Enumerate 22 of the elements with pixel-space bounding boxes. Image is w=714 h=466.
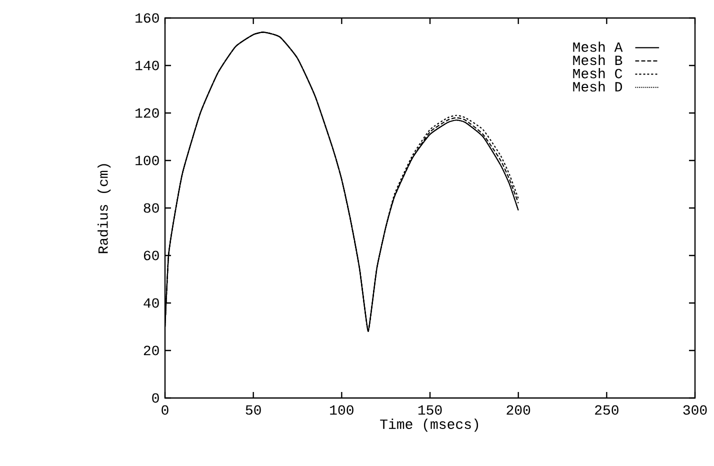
x-tick-label: 250 bbox=[595, 405, 618, 415]
legend-label: Mesh D bbox=[573, 81, 622, 92]
y-axis-title: Radius (cm) bbox=[98, 164, 111, 254]
x-tick-label: 50 bbox=[246, 405, 261, 415]
legend-label: Mesh A bbox=[573, 42, 623, 52]
y-tick-label: 80 bbox=[144, 203, 159, 213]
y-tick-label: 40 bbox=[144, 298, 159, 308]
y-tick-label: 0 bbox=[152, 393, 159, 403]
y-tick-label: 60 bbox=[144, 250, 159, 260]
y-tick-label: 100 bbox=[136, 156, 159, 166]
x-tick-label: 150 bbox=[418, 405, 442, 415]
legend-label: Mesh C bbox=[573, 68, 622, 78]
y-tick-label: 160 bbox=[136, 13, 159, 23]
x-axis-title: Time (msecs) bbox=[380, 418, 478, 432]
y-tick-label: 20 bbox=[144, 346, 159, 356]
x-tick-label: 0 bbox=[162, 405, 168, 415]
x-tick-label: 200 bbox=[506, 405, 530, 415]
legend-label: Mesh B bbox=[573, 54, 622, 66]
y-tick-label: 140 bbox=[136, 60, 159, 70]
y-tick-label: 120 bbox=[136, 108, 159, 118]
x-tick-label: 100 bbox=[330, 405, 354, 415]
x-tick-label: 300 bbox=[683, 405, 707, 415]
